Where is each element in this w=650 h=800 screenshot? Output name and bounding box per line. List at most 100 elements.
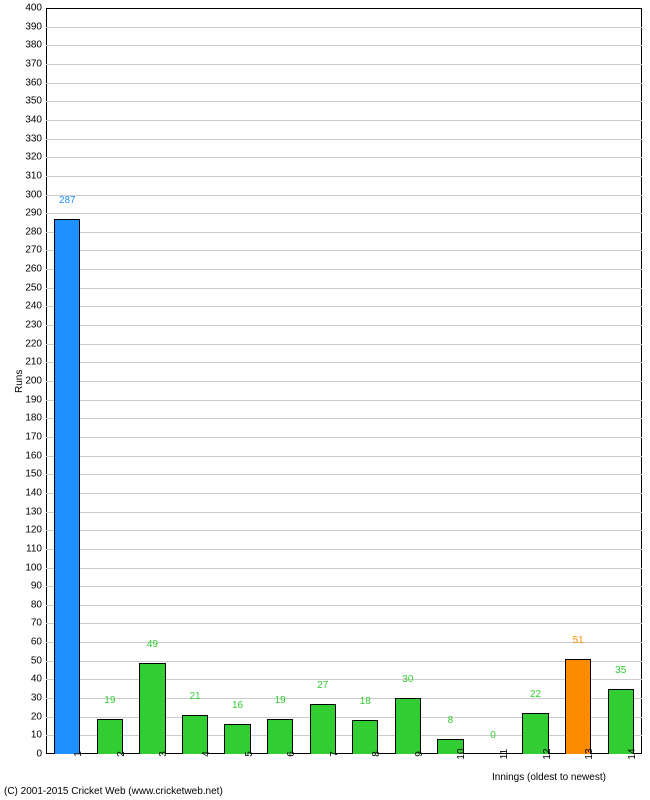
- y-tick-label: 30: [31, 693, 46, 704]
- bar: [608, 689, 634, 754]
- gridline: [46, 45, 642, 46]
- x-tick-label: 11: [493, 749, 510, 759]
- gridline: [46, 400, 642, 401]
- gridline: [46, 642, 642, 643]
- y-tick-label: 60: [31, 637, 46, 648]
- gridline: [46, 139, 642, 140]
- bar: [565, 659, 591, 754]
- bar: [395, 698, 421, 754]
- x-tick-label: 8: [365, 751, 382, 757]
- bar: [182, 715, 208, 754]
- y-tick-label: 400: [25, 3, 46, 14]
- bar-value-label: 21: [189, 691, 200, 702]
- y-tick-label: 230: [25, 320, 46, 331]
- gridline: [46, 195, 642, 196]
- y-tick-label: 360: [25, 77, 46, 88]
- y-tick-label: 380: [25, 40, 46, 51]
- y-tick-label: 90: [31, 581, 46, 592]
- bar-value-label: 27: [317, 680, 328, 691]
- gridline: [46, 306, 642, 307]
- bar: [224, 724, 250, 754]
- gridline: [46, 250, 642, 251]
- y-tick-label: 140: [25, 487, 46, 498]
- y-tick-label: 50: [31, 655, 46, 666]
- y-axis-label: Runs: [14, 370, 25, 393]
- y-tick-label: 390: [25, 21, 46, 32]
- x-axis-label: Innings (oldest to newest): [492, 772, 606, 783]
- x-tick-label: 2: [110, 751, 127, 757]
- y-tick-label: 190: [25, 394, 46, 405]
- gridline: [46, 512, 642, 513]
- bar: [139, 663, 165, 754]
- gridline: [46, 64, 642, 65]
- y-tick-label: 160: [25, 450, 46, 461]
- bar: [310, 704, 336, 754]
- y-tick-label: 210: [25, 357, 46, 368]
- bar-value-label: 19: [104, 695, 115, 706]
- gridline: [46, 493, 642, 494]
- gridline: [46, 661, 642, 662]
- gridline: [46, 288, 642, 289]
- y-tick-label: 150: [25, 469, 46, 480]
- y-tick-label: 240: [25, 301, 46, 312]
- gridline: [46, 568, 642, 569]
- gridline: [46, 679, 642, 680]
- y-tick-label: 290: [25, 208, 46, 219]
- y-tick-label: 0: [36, 749, 46, 760]
- gridline: [46, 735, 642, 736]
- bar: [267, 719, 293, 754]
- y-tick-label: 370: [25, 58, 46, 69]
- y-tick-label: 40: [31, 674, 46, 685]
- x-tick-label: 5: [238, 751, 255, 757]
- gridline: [46, 605, 642, 606]
- bar-value-label: 0: [490, 730, 496, 741]
- x-tick-label: 1: [67, 751, 84, 757]
- gridline: [46, 344, 642, 345]
- y-tick-label: 80: [31, 599, 46, 610]
- bar-value-label: 35: [615, 665, 626, 676]
- gridline: [46, 418, 642, 419]
- chart-container: 0102030405060708090100110120130140150160…: [0, 0, 650, 800]
- y-tick-label: 130: [25, 506, 46, 517]
- y-tick-label: 70: [31, 618, 46, 629]
- gridline: [46, 83, 642, 84]
- copyright-text: (C) 2001-2015 Cricket Web (www.cricketwe…: [4, 786, 223, 797]
- y-tick-label: 110: [26, 543, 46, 554]
- y-tick-label: 270: [25, 245, 46, 256]
- gridline: [46, 232, 642, 233]
- gridline: [46, 27, 642, 28]
- x-tick-label: 9: [408, 751, 425, 757]
- y-tick-label: 300: [25, 189, 46, 200]
- bar-value-label: 22: [530, 689, 541, 700]
- bar-value-label: 49: [147, 639, 158, 650]
- gridline: [46, 269, 642, 270]
- bar: [97, 719, 123, 754]
- bar-value-label: 8: [448, 715, 454, 726]
- gridline: [46, 120, 642, 121]
- bar-value-label: 30: [402, 674, 413, 685]
- gridline: [46, 623, 642, 624]
- bar-value-label: 16: [232, 700, 243, 711]
- gridline: [46, 717, 642, 718]
- y-tick-label: 260: [25, 264, 46, 275]
- bar: [352, 720, 378, 754]
- y-tick-label: 350: [25, 96, 46, 107]
- plot-area: 0102030405060708090100110120130140150160…: [46, 8, 642, 754]
- y-tick-label: 310: [25, 170, 46, 181]
- x-tick-label: 7: [323, 751, 340, 757]
- x-tick-label: 3: [152, 751, 169, 757]
- x-tick-label: 4: [195, 751, 212, 757]
- y-tick-label: 20: [31, 711, 46, 722]
- y-tick-label: 120: [25, 525, 46, 536]
- bar-value-label: 51: [573, 635, 584, 646]
- y-tick-label: 200: [25, 376, 46, 387]
- gridline: [46, 176, 642, 177]
- gridline: [46, 456, 642, 457]
- gridline: [46, 549, 642, 550]
- y-tick-label: 280: [25, 226, 46, 237]
- bar-value-label: 18: [360, 696, 371, 707]
- gridline: [46, 157, 642, 158]
- x-tick-label: 12: [536, 748, 553, 759]
- x-tick-label: 10: [450, 748, 467, 759]
- gridline: [46, 213, 642, 214]
